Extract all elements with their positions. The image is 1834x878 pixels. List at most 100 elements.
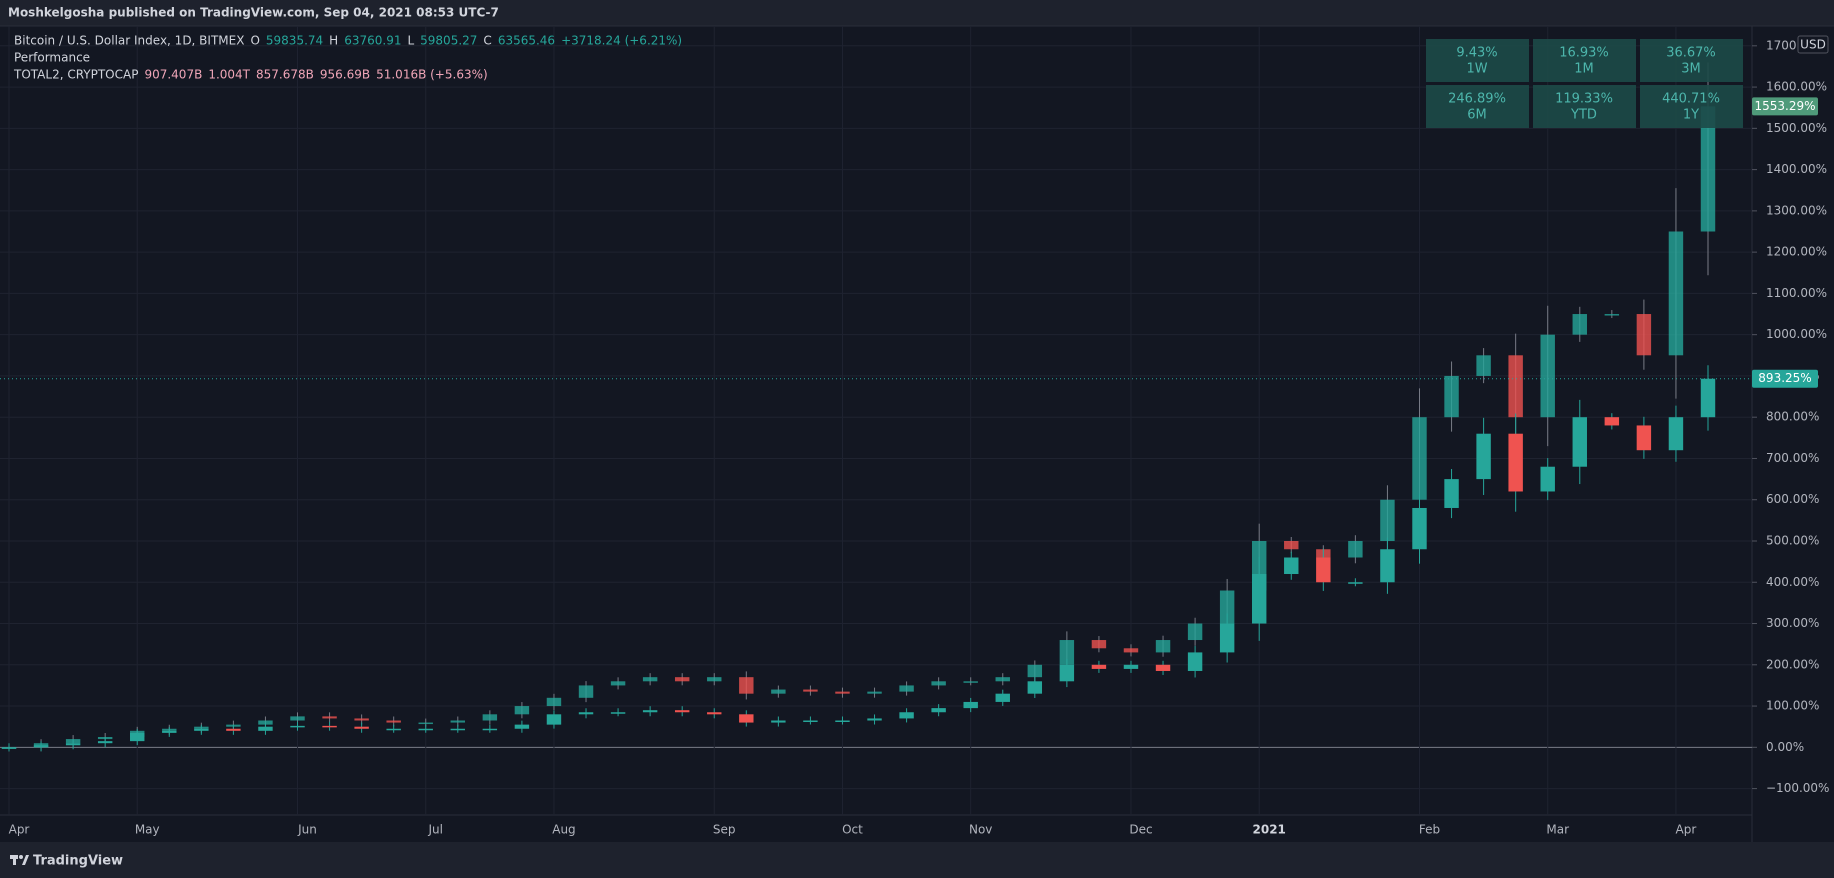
- candle: [386, 720, 401, 723]
- candle: [835, 691, 850, 694]
- candle: [578, 712, 594, 715]
- y-tick-label: 1400.00%: [1766, 162, 1827, 176]
- candle: [130, 732, 145, 742]
- plot: [0, 62, 1752, 752]
- x-tick-label: Dec: [1129, 823, 1152, 837]
- candle: [642, 677, 658, 682]
- performance-value: 36.67%: [1666, 46, 1716, 61]
- performance-period: 3M: [1681, 62, 1701, 77]
- x-tick-label: Nov: [969, 823, 992, 837]
- candle: [931, 708, 946, 713]
- candle: [546, 714, 562, 725]
- candle: [1572, 314, 1587, 335]
- legend-text: TOTAL2, CRYPTOCAP: [13, 68, 138, 82]
- candle: [1604, 314, 1620, 316]
- candle: [1027, 664, 1043, 678]
- y-tick-label: 1200.00%: [1766, 245, 1827, 259]
- performance-cell: [1640, 85, 1743, 128]
- candle: [354, 726, 369, 729]
- candle: [1284, 557, 1299, 575]
- candle: [514, 724, 530, 729]
- legend-text: 857.678B: [256, 68, 314, 82]
- candle: [546, 697, 562, 707]
- legend-text: +3718.24 (+6.21%): [561, 34, 682, 48]
- last-value-label: 1553.29%: [1754, 99, 1815, 113]
- candle: [674, 710, 690, 713]
- candle: [322, 716, 337, 719]
- candle: [578, 685, 594, 698]
- candle: [899, 712, 914, 719]
- legend-text: 907.407B: [144, 68, 202, 82]
- performance-cell: [1533, 39, 1636, 82]
- legend-text: 1.004T: [208, 68, 250, 82]
- performance-value: 440.71%: [1662, 92, 1720, 107]
- candle: [1476, 355, 1491, 376]
- x-tick-label: 2021: [1253, 823, 1286, 837]
- candle: [194, 728, 209, 731]
- candle: [803, 720, 818, 723]
- candle: [771, 720, 786, 723]
- y-tick-label: 800.00%: [1766, 410, 1819, 424]
- candle: [450, 728, 466, 731]
- candle: [226, 728, 241, 731]
- candle: [1380, 549, 1395, 583]
- y-tick-label: 1100.00%: [1766, 286, 1827, 300]
- performance-cell: [1426, 39, 1529, 82]
- candle: [1508, 433, 1523, 492]
- candle: [707, 677, 722, 682]
- candle: [1284, 540, 1299, 550]
- candle: [482, 728, 498, 731]
- candle: [1540, 466, 1555, 492]
- x-tick-label: Jul: [427, 823, 442, 837]
- candle: [1380, 499, 1395, 541]
- y-tick-label: 100.00%: [1766, 699, 1819, 713]
- x-tick-label: Aug: [552, 823, 575, 837]
- performance-value: 246.89%: [1448, 92, 1506, 107]
- candle: [1348, 540, 1363, 558]
- legend-text: O: [250, 34, 259, 48]
- legend-text: 51.016B (+5.63%): [376, 68, 488, 82]
- candle: [162, 730, 177, 733]
- brand: TradingView: [33, 854, 123, 869]
- candle: [418, 728, 433, 731]
- candle: [1700, 378, 1716, 418]
- candle: [1412, 507, 1427, 550]
- performance-value: 119.33%: [1555, 92, 1613, 107]
- y-tick-label: −100.00%: [1766, 781, 1829, 795]
- candle: [290, 716, 305, 721]
- last-value-box: [1752, 97, 1818, 116]
- candle: [803, 689, 818, 692]
- candle: [642, 710, 658, 713]
- candle: [1187, 652, 1203, 671]
- candle: [482, 714, 498, 721]
- legend-text: Performance: [14, 51, 90, 65]
- header-bar: [0, 0, 1834, 26]
- performance-cell: [1640, 39, 1743, 82]
- candle: [354, 718, 369, 721]
- candle: [995, 677, 1010, 682]
- candle: [514, 706, 530, 715]
- candle: [1027, 681, 1043, 694]
- candle: [931, 681, 946, 686]
- y-tick-label: 1300.00%: [1766, 203, 1827, 217]
- candle: [610, 681, 626, 686]
- candle: [258, 720, 273, 725]
- candle: [386, 728, 401, 731]
- candle: [33, 745, 49, 748]
- candle: [1123, 664, 1139, 669]
- candle: [1508, 355, 1523, 418]
- candle: [1251, 574, 1267, 624]
- candle: [835, 720, 850, 723]
- legend-text: Bitcoin / U.S. Dollar Index, 1D, BITMEX: [14, 34, 244, 48]
- candle: [867, 718, 882, 721]
- y-tick-label: 700.00%: [1766, 451, 1819, 465]
- candle: [1187, 623, 1203, 641]
- candle: [418, 722, 433, 725]
- legend-text: 59835.74: [266, 34, 323, 48]
- legend-text: 956.69B: [320, 68, 370, 82]
- candle: [1444, 479, 1459, 508]
- candle: [1540, 334, 1555, 418]
- performance-period: YTD: [1570, 108, 1597, 123]
- performance-value: 9.43%: [1456, 46, 1497, 61]
